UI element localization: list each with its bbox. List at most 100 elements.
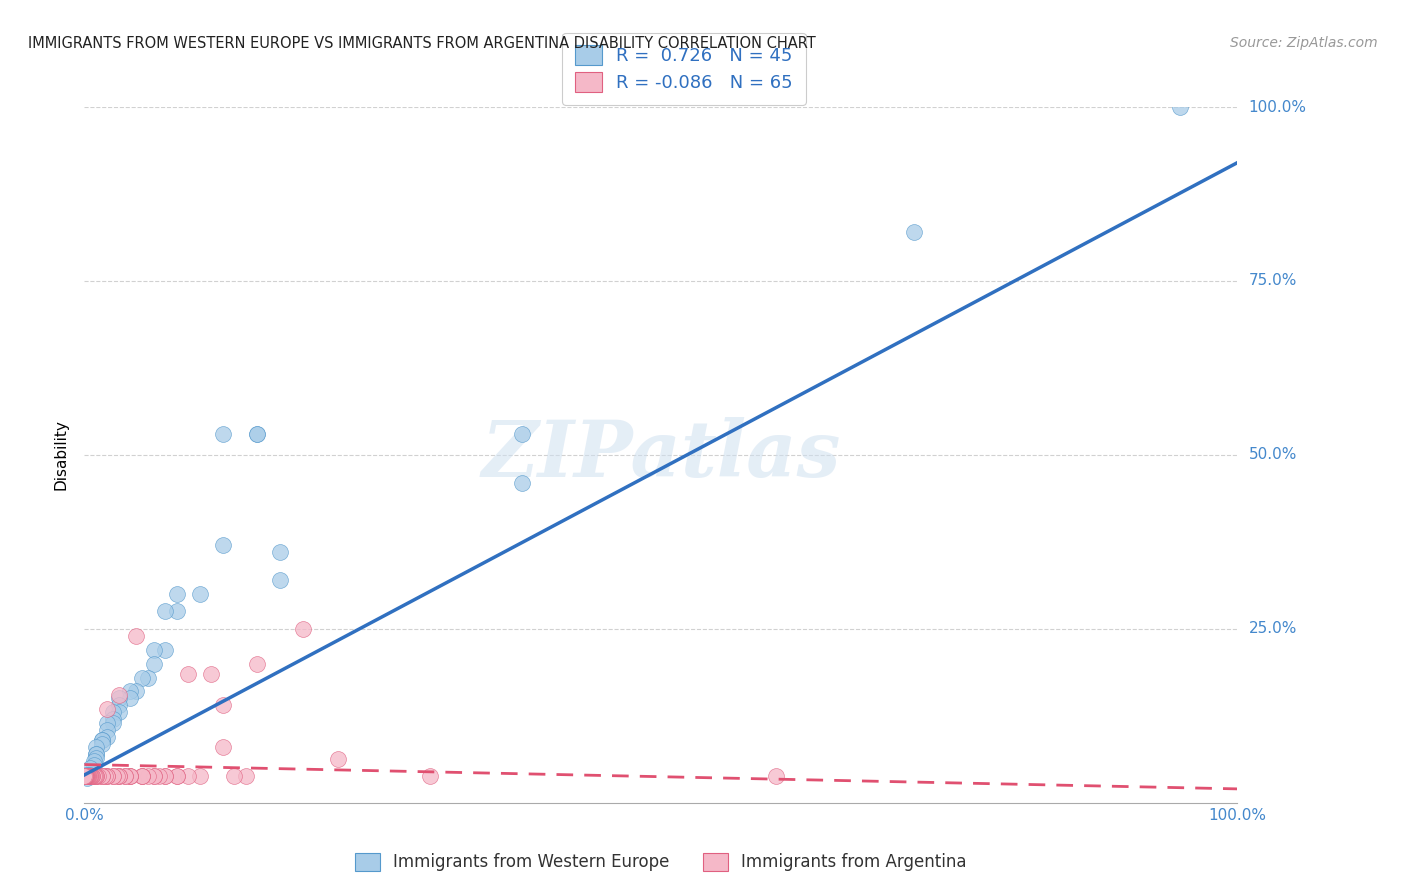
Point [82,769,104,783]
Point [211,740,233,755]
Point [166,587,188,601]
Point [108,691,131,706]
Point [73,769,96,783]
Point [188,769,211,783]
Point [211,538,233,552]
Point [148,769,170,783]
Point [82,769,104,783]
Point [84,769,107,783]
Point [87,769,110,783]
Point [84,769,107,783]
Point [103,715,124,730]
Point [166,605,188,619]
Point [96,715,118,730]
Point [419,769,441,783]
Text: 50.0%: 50.0% [1249,448,1296,462]
Point [177,667,200,681]
Point [131,769,153,783]
Point [269,573,291,587]
Point [120,769,142,783]
Point [79,761,101,775]
Point [96,730,118,744]
Point [108,706,131,720]
Point [96,769,118,783]
Point [90,733,112,747]
Point [75,769,97,783]
Point [76,772,98,786]
Text: Source: ZipAtlas.com: Source: ZipAtlas.com [1230,36,1378,50]
Point [211,698,233,713]
Point [512,427,534,442]
Point [103,706,124,720]
Point [75,769,97,783]
Text: IMMIGRANTS FROM WESTERN EUROPE VS IMMIGRANTS FROM ARGENTINA DISABILITY CORRELATI: IMMIGRANTS FROM WESTERN EUROPE VS IMMIGR… [28,36,815,51]
Point [292,622,315,636]
Point [153,642,176,657]
Point [75,769,97,783]
Point [142,769,165,783]
Point [103,769,124,783]
Point [83,769,105,783]
Point [326,752,349,766]
Point [512,475,534,490]
Point [84,740,107,755]
Point [103,769,124,783]
Point [80,769,103,783]
Text: 100.0%: 100.0% [1249,100,1306,114]
Point [269,545,291,559]
Point [142,642,165,657]
Point [153,769,176,783]
Point [125,684,148,698]
Point [131,769,153,783]
Point [108,698,131,713]
Point [83,769,105,783]
Point [105,769,128,783]
Point [153,605,176,619]
Point [120,684,142,698]
Point [76,768,98,782]
Point [131,671,153,685]
Point [142,769,165,783]
Point [131,769,153,783]
Point [108,688,131,702]
Point [120,769,142,783]
Point [94,769,117,783]
Point [103,712,124,726]
Point [84,747,107,761]
Point [114,769,136,783]
Point [136,671,159,685]
Point [120,691,142,706]
Point [76,769,98,783]
Point [200,667,222,681]
Point [90,733,112,747]
Point [79,769,101,783]
Text: 75.0%: 75.0% [1249,274,1296,288]
Point [235,769,257,783]
Point [76,769,98,783]
Point [1168,100,1191,114]
Point [125,629,148,643]
Text: ZIPatlas: ZIPatlas [481,417,841,493]
Point [108,769,131,783]
Point [73,769,96,783]
Point [903,225,925,239]
Point [246,657,269,671]
Point [76,769,98,783]
Point [83,757,105,772]
Point [90,769,112,783]
Point [142,657,165,671]
Point [84,750,107,764]
Point [153,769,176,783]
Text: 25.0%: 25.0% [1249,622,1296,636]
Point [75,769,97,783]
Point [136,769,159,783]
Point [73,769,96,783]
Point [77,769,100,783]
Point [96,723,118,737]
Point [79,769,101,783]
Point [96,702,118,716]
Point [79,768,101,782]
Point [120,769,142,783]
Point [177,769,200,783]
Point [114,769,136,783]
